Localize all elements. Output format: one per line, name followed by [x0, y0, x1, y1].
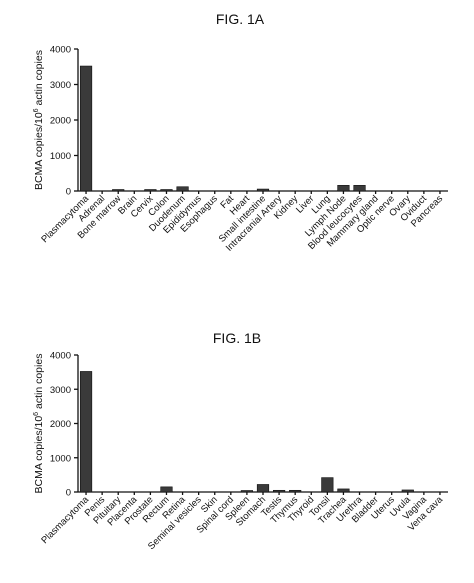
bar-uvula [401, 489, 414, 493]
bar-colon [160, 189, 173, 192]
bar-spleen [240, 490, 254, 493]
y-tick-label: 3000 [50, 80, 71, 91]
bar-rectum [160, 486, 173, 493]
y-tick-label: 2000 [50, 419, 71, 430]
bar-plasmacytoma [79, 371, 93, 493]
bar-tonsil [321, 477, 334, 493]
bar-cervix [144, 189, 157, 192]
y-axis-label: BCMA copies/106 actin copies [33, 354, 45, 494]
chart-title: FIG. 1B [213, 330, 261, 346]
y-tick-label: 0 [66, 187, 71, 198]
y-tick-label: 1000 [50, 151, 71, 162]
x-tick-label: Plasmacytoma [39, 494, 91, 546]
chart-panel-1: FIG. 1A 0 1000 2000 3000 4000 BCMA copies/106 … [33, 11, 448, 254]
y-tick-label: 4000 [50, 351, 71, 362]
y-tick-label: 3000 [50, 385, 71, 396]
bar-plasmacytoma [79, 65, 93, 192]
y-tick-label: 4000 [50, 45, 71, 56]
bar-stomach [256, 484, 270, 493]
bar-blood-leucocytes [353, 185, 366, 192]
chart-title: FIG. 1A [216, 11, 265, 27]
bar-bone-marrow [112, 189, 125, 192]
y-tick-label: 0 [66, 488, 71, 499]
bar-thymus [289, 489, 302, 493]
bar-lymph-node [337, 185, 350, 192]
y-tick-label: 1000 [50, 453, 71, 464]
bar-trachea [337, 488, 350, 493]
bar-testis [272, 489, 286, 493]
bar-duodenum [176, 186, 189, 192]
bar-small-intestine [256, 188, 270, 192]
y-tick-label: 2000 [50, 116, 71, 127]
y-axis-label: BCMA copies/106 actin copies [33, 50, 45, 190]
chart-panel-2: FIG. 1B 0 1000 2000 3000 4000 BCMA copies/106 … [33, 330, 448, 552]
